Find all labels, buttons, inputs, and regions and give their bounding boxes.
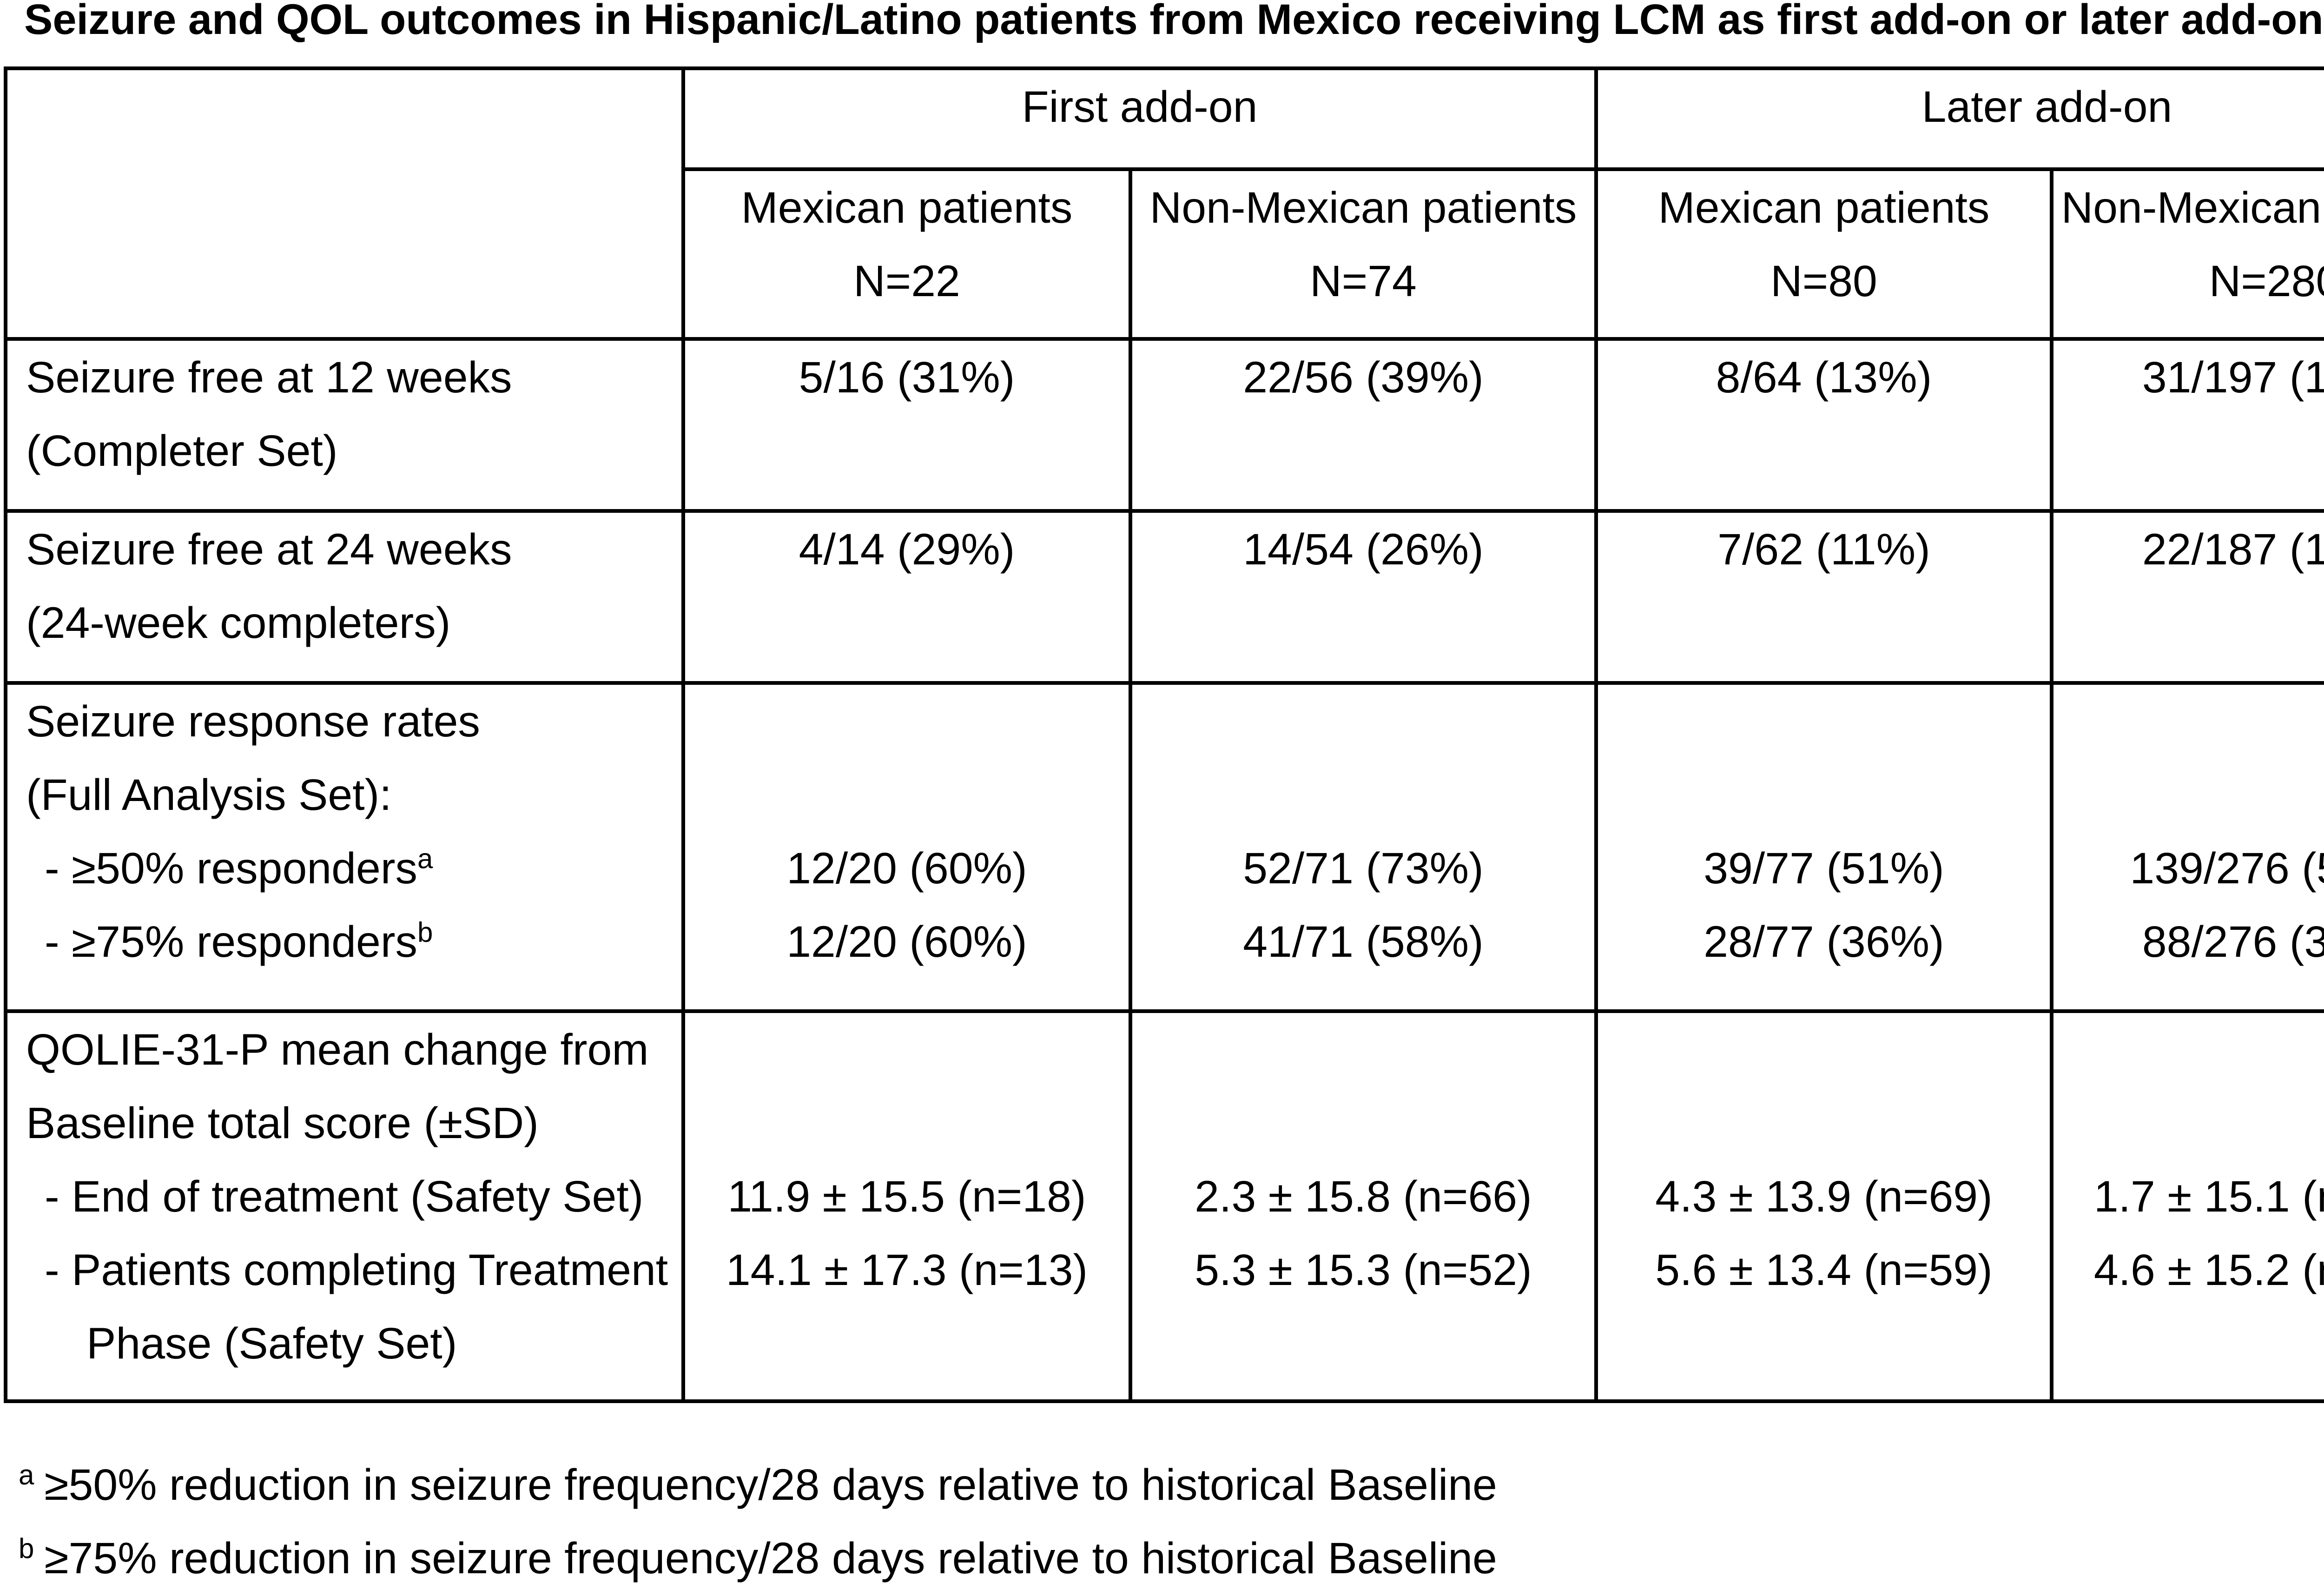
row-label-line: (Full Analysis Set): bbox=[26, 770, 392, 820]
sub-label-text: - ≥50% responders bbox=[45, 844, 417, 893]
group-header-later-add-on: Later add-on bbox=[1594, 66, 2324, 171]
cell-value: 14/54 (26%) bbox=[1243, 525, 1484, 574]
cell-value: 2.3 ± 15.8 (n=66) bbox=[1195, 1172, 1532, 1221]
cell-sf12-non-mexican-later: 31/197 (16%) bbox=[2050, 337, 2324, 513]
cell-sf12-mexican-later: 8/64 (13%) bbox=[1594, 337, 2053, 513]
cell-qolie-non-mexican-first: 2.3 ± 15.8 (n=66) 5.3 ± 15.3 (n=52) bbox=[1129, 1009, 1598, 1403]
row-label-line: Seizure free at 24 weeks bbox=[26, 525, 512, 574]
footnotes: a ≥50% reduction in seizure frequency/28 … bbox=[19, 1448, 1497, 1583]
column-header-mexican-later: Mexican patients N=80 bbox=[1594, 167, 2053, 341]
cell-value: 12/20 (60%) bbox=[786, 844, 1027, 893]
cell-sf24-non-mexican-later: 22/187 (12%) bbox=[2050, 509, 2324, 685]
cell-value: 5/16 (31%) bbox=[799, 353, 1015, 402]
cell-value: 1.7 ± 15.1 (n=265) bbox=[2093, 1172, 2324, 1221]
cell-response-mexican-first: 12/20 (60%) 12/20 (60%) bbox=[681, 681, 1132, 1013]
footnote-a: a ≥50% reduction in seizure frequency/28 … bbox=[19, 1448, 1497, 1522]
footnote-a-text: ≥50% reduction in seizure frequency/28 d… bbox=[44, 1460, 1497, 1510]
table-row-qolie-mean-change: QOLIE-31-P mean change from Baseline tot… bbox=[4, 1009, 2324, 1403]
cell-value: 5.3 ± 15.3 (n=52) bbox=[1195, 1245, 1532, 1295]
row-label-responders-50: - ≥50% respondersa bbox=[7, 832, 681, 905]
row-label-line: Seizure response rates bbox=[26, 697, 480, 746]
cell-value: 4.3 ± 13.9 (n=69) bbox=[1655, 1172, 1993, 1221]
row-label-phase-safety-set: Phase (Safety Set) bbox=[7, 1307, 681, 1380]
footnote-marker-b: b bbox=[417, 916, 433, 948]
cell-value: 22/56 (39%) bbox=[1243, 353, 1484, 402]
cell-value: 52/71 (73%) bbox=[1243, 844, 1484, 893]
cell-value: 14.1 ± 17.3 (n=13) bbox=[726, 1245, 1088, 1295]
table-row-seizure-free-24-weeks: Seizure free at 24 weeks (24-week comple… bbox=[4, 509, 2324, 685]
cell-value: 7/62 (11%) bbox=[1717, 525, 1930, 574]
column-header-non-mexican-first: Non-Mexican patients N=74 bbox=[1129, 167, 1598, 341]
row-label-line: (24-week completers) bbox=[26, 598, 451, 648]
column-header-mexican-first: Mexican patients N=22 bbox=[681, 167, 1132, 341]
cell-value: 22/187 (12%) bbox=[2142, 525, 2324, 574]
sub-label-text: - End of treatment (Safety Set) bbox=[45, 1172, 644, 1221]
row-label-qolie-mean-change: QOLIE-31-P mean change from Baseline tot… bbox=[4, 1009, 685, 1403]
cell-value: 4/14 (29%) bbox=[799, 525, 1015, 574]
row-label-seizure-free-12-weeks: Seizure free at 12 weeks (Completer Set) bbox=[4, 337, 685, 513]
outcomes-table: First add-on Later add-on Mexican patien… bbox=[4, 66, 2324, 1403]
column-header-n: N=74 bbox=[1310, 257, 1417, 306]
cell-sf12-non-mexican-first: 22/56 (39%) bbox=[1129, 337, 1598, 513]
cell-value: 8/64 (13%) bbox=[1716, 353, 1932, 402]
cell-qolie-mexican-first: 11.9 ± 15.5 (n=18) 14.1 ± 17.3 (n=13) bbox=[681, 1009, 1132, 1403]
row-label-seizure-response-rates: Seizure response rates (Full Analysis Se… bbox=[4, 681, 685, 1013]
column-header-name: Non-Mexican patients bbox=[1149, 183, 1577, 232]
column-header-n: N=280 bbox=[2209, 257, 2324, 306]
column-header-n: N=22 bbox=[853, 257, 960, 306]
row-label-line: Baseline total score (±SD) bbox=[26, 1099, 539, 1148]
group-header-row: First add-on Later add-on bbox=[4, 66, 2324, 341]
column-header-name: Mexican patients bbox=[1658, 183, 1990, 232]
cell-value: 39/77 (51%) bbox=[1703, 844, 1944, 893]
cell-value: 139/276 (50%) bbox=[2130, 844, 2324, 893]
group-header-label: Later add-on bbox=[1921, 82, 2172, 132]
column-header-row: Mexican patients N=22 Non-Mexican patien… bbox=[6, 167, 2324, 341]
cell-qolie-mexican-later: 4.3 ± 13.9 (n=69) 5.6 ± 13.4 (n=59) bbox=[1594, 1009, 2053, 1403]
cell-value: 4.6 ± 15.2 (n=180) bbox=[2093, 1245, 2324, 1295]
cell-response-non-mexican-later: 139/276 (50%) 88/276 (32%) bbox=[2050, 681, 2324, 1013]
cell-value: 88/276 (32%) bbox=[2142, 917, 2324, 967]
table-row-seizure-free-12-weeks: Seizure free at 12 weeks (Completer Set)… bbox=[4, 337, 2324, 513]
row-label-line: (Completer Set) bbox=[26, 426, 338, 476]
footnote-marker-a: a bbox=[417, 843, 433, 874]
cell-value: 12/20 (60%) bbox=[786, 917, 1027, 967]
row-label-line: QOLIE-31-P mean change from bbox=[26, 1025, 649, 1074]
column-header-name: Mexican patients bbox=[741, 183, 1073, 232]
footnote-b-text: ≥75% reduction in seizure frequency/28 d… bbox=[44, 1534, 1497, 1583]
cell-value: 28/77 (36%) bbox=[1703, 917, 1944, 967]
group-header-label: First add-on bbox=[1022, 82, 1258, 132]
row-label-patients-completing: - Patients completing Treatment bbox=[7, 1233, 681, 1307]
column-header-name: Non-Mexican patients bbox=[2061, 183, 2324, 232]
cell-sf12-mexican-first: 5/16 (31%) bbox=[681, 337, 1132, 513]
cell-value: 41/71 (58%) bbox=[1243, 917, 1484, 967]
footnote-b: b ≥75% reduction in seizure frequency/28 … bbox=[19, 1522, 1497, 1583]
cell-value: 5.6 ± 13.4 (n=59) bbox=[1655, 1245, 1993, 1295]
corner-cell bbox=[4, 66, 685, 341]
cell-response-mexican-later: 39/77 (51%) 28/77 (36%) bbox=[1594, 681, 2053, 1013]
footnote-b-marker: b bbox=[19, 1533, 34, 1564]
cell-qolie-non-mexican-later: 1.7 ± 15.1 (n=265) 4.6 ± 15.2 (n=180) bbox=[2050, 1009, 2324, 1403]
page-title: Seizure and QOL outcomes in Hispanic/Lat… bbox=[24, 0, 2324, 43]
cell-sf24-non-mexican-first: 14/54 (26%) bbox=[1129, 509, 1598, 685]
row-label-seizure-free-24-weeks: Seizure free at 24 weeks (24-week comple… bbox=[4, 509, 685, 685]
table-row-seizure-response-rates: Seizure response rates (Full Analysis Se… bbox=[4, 681, 2324, 1013]
sub-label-text: - ≥75% responders bbox=[45, 917, 417, 967]
cell-response-non-mexican-first: 52/71 (73%) 41/71 (58%) bbox=[1129, 681, 1598, 1013]
cell-sf24-mexican-first: 4/14 (29%) bbox=[681, 509, 1132, 685]
row-label-line: Seizure free at 12 weeks bbox=[26, 353, 512, 402]
row-label-end-of-treatment: - End of treatment (Safety Set) bbox=[7, 1160, 681, 1233]
column-header-non-mexican-later: Non-Mexican patients N=280 bbox=[2050, 167, 2324, 341]
footnote-a-marker: a bbox=[19, 1459, 34, 1491]
group-header-first-add-on: First add-on bbox=[681, 66, 1598, 171]
column-header-n: N=80 bbox=[1770, 257, 1877, 306]
cell-value: 31/197 (16%) bbox=[2142, 353, 2324, 402]
cell-sf24-mexican-later: 7/62 (11%) bbox=[1594, 509, 2053, 685]
row-label-responders-75: - ≥75% respondersb bbox=[7, 905, 681, 979]
sub-label-text: - Patients completing Treatment bbox=[45, 1245, 668, 1295]
sub-label-text: Phase (Safety Set) bbox=[86, 1319, 457, 1368]
cell-value: 11.9 ± 15.5 (n=18) bbox=[727, 1172, 1086, 1221]
